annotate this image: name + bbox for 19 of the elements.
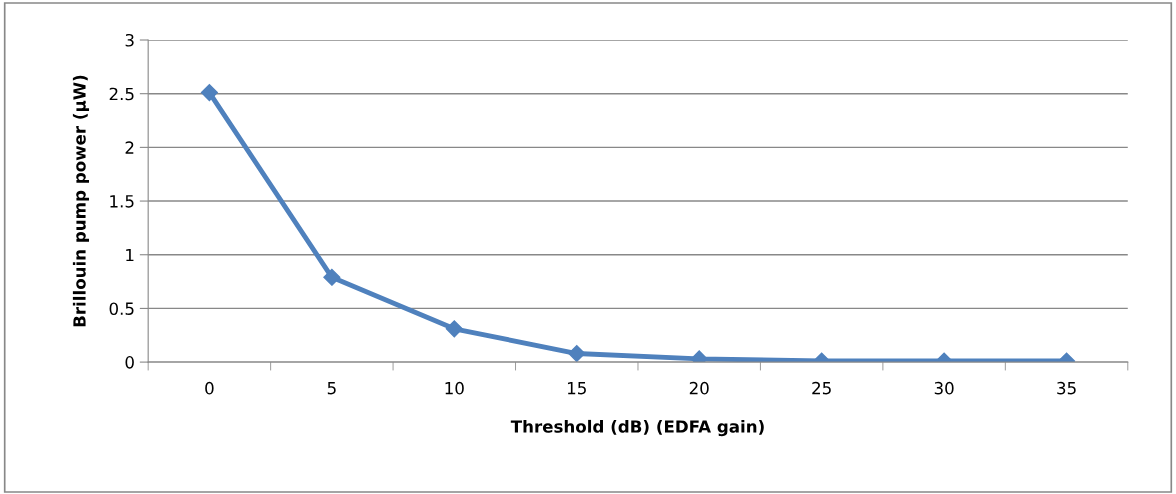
y-tick-label: 1.5 xyxy=(110,195,134,208)
y-tick-label: 0.5 xyxy=(109,302,134,315)
x-tick-label: 15 xyxy=(567,382,586,395)
x-tick-label: 35 xyxy=(1057,381,1076,395)
y-tick-label: 1 xyxy=(126,248,134,262)
y-tick-label: 3 xyxy=(125,33,134,47)
point xyxy=(323,268,341,286)
y-tick-label: 2.5 xyxy=(109,87,134,101)
x-tick-label: 5 xyxy=(327,382,336,395)
x-tick-label: 25 xyxy=(812,381,831,395)
x-tick-label: 30 xyxy=(934,381,954,395)
x-axis-title: Threshold (dB) (EDFA gain) xyxy=(510,419,764,437)
y-tick-label: 2 xyxy=(125,141,134,154)
x-tick-label: 0 xyxy=(205,381,214,395)
y-axis-title: Brillouin pump power (µW) xyxy=(72,75,90,327)
x-tick-label: 20 xyxy=(689,381,709,395)
x-tick-label: 10 xyxy=(445,381,464,395)
y-tick-label: 0 xyxy=(125,356,134,369)
point xyxy=(200,84,218,102)
